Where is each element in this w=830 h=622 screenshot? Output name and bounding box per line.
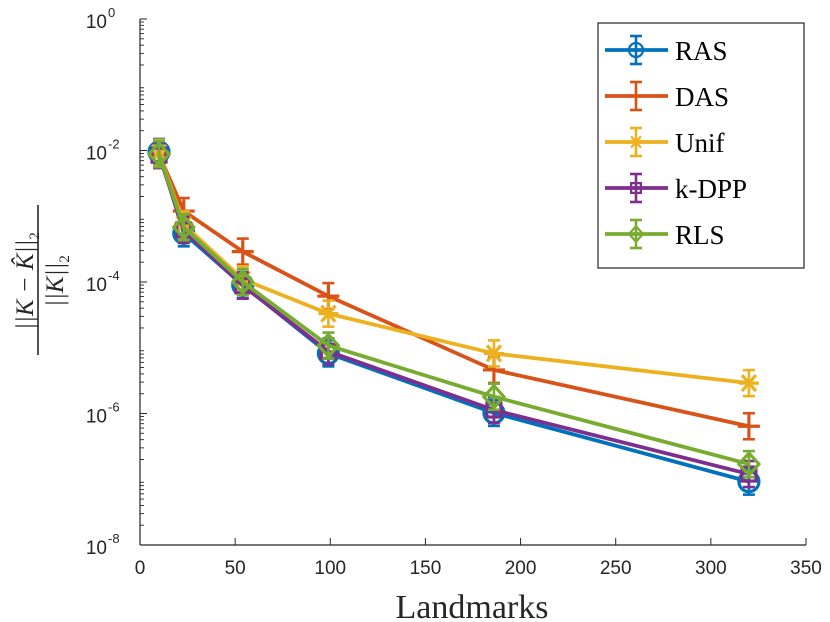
y-tick-label: 10 (86, 538, 107, 559)
y-tick-exponent: -2 (108, 137, 120, 152)
data-point (231, 240, 254, 263)
y-tick-base: 10 (86, 12, 107, 33)
data-point (146, 140, 172, 168)
legend-marker (629, 135, 644, 149)
legend-label: RAS (675, 36, 728, 66)
marker-diamond (230, 268, 255, 296)
marker-diamond (627, 224, 645, 244)
marker-ast-d2 (630, 135, 642, 149)
y-tick-exponent: -4 (108, 268, 120, 283)
legend-label: DAS (675, 82, 729, 112)
legend-label: k-DPP (675, 174, 747, 204)
legend-label: Unif (675, 128, 725, 158)
legend-item-das: DAS (605, 80, 729, 112)
marker-ast-d2 (485, 344, 503, 363)
marker-diamond (736, 450, 762, 478)
marker-ast-d2 (320, 304, 337, 323)
y-tick-label: 10 (86, 144, 107, 165)
legend-marker (627, 224, 645, 244)
y-axis-label: ||K − K̂||2 ||K||2 (11, 205, 73, 355)
y-axis-label-denominator: ||K||2 (42, 255, 73, 307)
data-point (171, 213, 196, 241)
y-tick-label: 10 (86, 12, 107, 33)
y-tick-label: 10 (86, 407, 107, 428)
x-tick-label: 0 (135, 558, 146, 579)
marker-circle (627, 41, 645, 59)
data-point (736, 450, 762, 478)
marker-square (629, 181, 643, 195)
data-point (481, 383, 507, 411)
data-point (318, 304, 339, 323)
x-tick-label: 150 (410, 558, 442, 579)
marker-diamond (481, 383, 507, 411)
legend-item-rls: RLS (605, 218, 725, 250)
y-tick-base: 10 (86, 538, 107, 559)
y-axis-label-numerator-text: ||K − K̂|| (11, 240, 39, 330)
x-tick-label: 200 (505, 558, 537, 579)
legend: RAS DAS Unif k-DPP RLS (597, 22, 805, 269)
y-tick-exponent: 0 (108, 5, 115, 20)
y-axis-label-denominator-text: ||K|| (42, 263, 69, 307)
y-axis-label-denominator-sub: 2 (57, 255, 73, 263)
series-rls (146, 139, 762, 479)
x-axis-label: Landmarks (396, 589, 549, 622)
y-tick-exponent: -8 (108, 531, 120, 546)
y-tick-base: 10 (86, 144, 107, 165)
x-tick-label: 50 (225, 558, 246, 579)
data-point (737, 415, 760, 438)
y-axis-label-numerator-sub: 2 (27, 232, 43, 240)
marker-diamond (171, 213, 196, 241)
marker-diamond (146, 140, 172, 168)
legend-item-ras: RAS (605, 34, 728, 66)
y-tick-base: 10 (86, 275, 107, 296)
series-line (157, 153, 750, 429)
marker-diamond (316, 332, 341, 359)
legend-marker (627, 41, 645, 59)
data-point (230, 268, 255, 296)
x-tick-label: 100 (314, 558, 346, 579)
data-point (483, 344, 504, 363)
legend-marker (628, 88, 644, 104)
marker-ast-d2 (740, 374, 758, 393)
y-tick-label: 10 (86, 275, 107, 296)
x-tick-label: 300 (695, 558, 727, 579)
legend-marker (629, 181, 643, 195)
data-point (738, 374, 759, 393)
y-tick-exponent: -6 (108, 400, 120, 415)
y-axis-label-numerator: ||K − K̂||2 (11, 232, 43, 330)
series-layer (146, 137, 762, 496)
x-tick-label: 250 (600, 558, 632, 579)
data-point (316, 332, 341, 359)
legend-item-unif: Unif (605, 126, 725, 158)
legend-label: RLS (675, 220, 725, 250)
y-tick-base: 10 (86, 407, 107, 428)
legend-item-k-dpp: k-DPP (605, 172, 747, 204)
x-tick-label: 350 (790, 558, 822, 579)
